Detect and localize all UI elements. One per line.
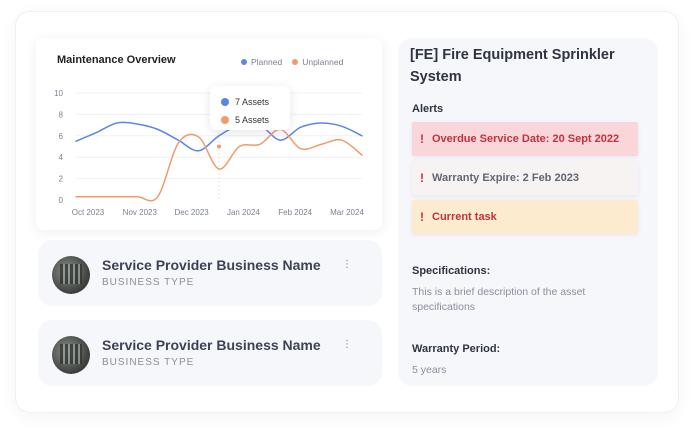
alerts-heading: Alerts <box>412 103 444 115</box>
alert-warranty-expire[interactable]: ! Warranty Expire: 2 Feb 2023 <box>412 161 638 195</box>
provider-name: Service Provider Business Name <box>102 337 321 353</box>
alert-exclamation-icon: ! <box>420 132 424 146</box>
alert-current-task[interactable]: ! Current task <box>412 200 638 234</box>
warranty-text: 5 years <box>412 364 447 376</box>
alert-text: Overdue Service Date: 20 Sept 2022 <box>432 133 620 145</box>
alert-exclamation-icon: ! <box>420 210 424 224</box>
alert-text: Warranty Expire: 2 Feb 2023 <box>432 172 579 184</box>
chart-tooltip: 7 Assets 5 Assets <box>210 86 290 130</box>
series-line-planned <box>75 121 363 152</box>
x-tick-label: Feb 2024 <box>278 208 312 217</box>
maintenance-chart-card: 0 2 4 6 8 10 Oct 2023 Nov 2023 Dec 2023 Jan 2024 F… <box>36 38 382 230</box>
kebab-menu-icon[interactable]: ⋮ <box>342 339 352 350</box>
warranty-heading: Warranty Period: <box>412 343 501 355</box>
y-tick-label: 0 <box>59 196 64 205</box>
x-tick-label: Jan 2024 <box>227 208 260 217</box>
provider-card[interactable]: Service Provider Business Name BUSINESS … <box>38 320 382 386</box>
tooltip-dot-planned <box>221 98 229 106</box>
tooltip-row-unplanned: 5 Assets <box>221 111 290 129</box>
highlight-point-unplanned <box>216 143 222 150</box>
alert-text: Current task <box>432 211 497 223</box>
series-line-unplanned <box>75 128 363 202</box>
legend-item-planned[interactable]: Planned <box>241 57 282 67</box>
provider-type: BUSINESS TYPE <box>102 357 195 368</box>
alert-overdue-service[interactable]: ! Overdue Service Date: 20 Sept 2022 <box>412 122 638 156</box>
x-tick-label: Dec 2023 <box>174 208 209 217</box>
avatar <box>52 256 90 294</box>
asset-detail-panel: [FE] Fire Equipment Sprinkler System Ale… <box>398 38 658 386</box>
specifications-heading: Specifications: <box>412 265 491 277</box>
y-tick-label: 8 <box>59 110 64 119</box>
y-tick-label: 4 <box>59 153 64 162</box>
asset-title: [FE] Fire Equipment Sprinkler System <box>410 47 615 85</box>
legend-dot-planned <box>241 59 247 65</box>
legend-dot-unplanned <box>292 59 299 65</box>
tooltip-row-planned: 7 Assets <box>221 93 290 111</box>
tooltip-value-planned: 7 Assets <box>235 97 270 107</box>
kebab-menu-icon[interactable]: ⋮ <box>342 259 352 270</box>
provider-type: BUSINESS TYPE <box>102 277 195 288</box>
tooltip-dot-unplanned <box>221 116 229 124</box>
x-tick-label: Mar 2024 <box>330 208 364 217</box>
y-tick-label: 6 <box>59 132 64 141</box>
chart-title: Maintenance Overview <box>57 54 176 66</box>
y-tick-label: 10 <box>54 89 63 98</box>
x-tick-label: Oct 2023 <box>72 208 105 217</box>
avatar <box>52 336 90 374</box>
legend-label-unplanned: Unplanned <box>302 57 344 67</box>
provider-card[interactable]: Service Provider Business Name BUSINESS … <box>38 240 382 306</box>
chart-legend: Planned Unplanned <box>241 57 343 67</box>
maintenance-chart: 0 2 4 6 8 10 Oct 2023 Nov 2023 Dec 2023 Jan 2024 F… <box>54 89 364 217</box>
alert-exclamation-icon: ! <box>420 171 424 185</box>
legend-item-unplanned[interactable]: Unplanned <box>292 57 343 67</box>
y-tick-label: 2 <box>59 175 64 184</box>
specifications-text: This is a brief description of the asset… <box>412 286 586 313</box>
legend-label-planned: Planned <box>251 57 283 67</box>
provider-name: Service Provider Business Name <box>102 257 321 273</box>
tooltip-value-unplanned: 5 Assets <box>235 115 270 125</box>
x-tick-label: Nov 2023 <box>123 208 158 217</box>
